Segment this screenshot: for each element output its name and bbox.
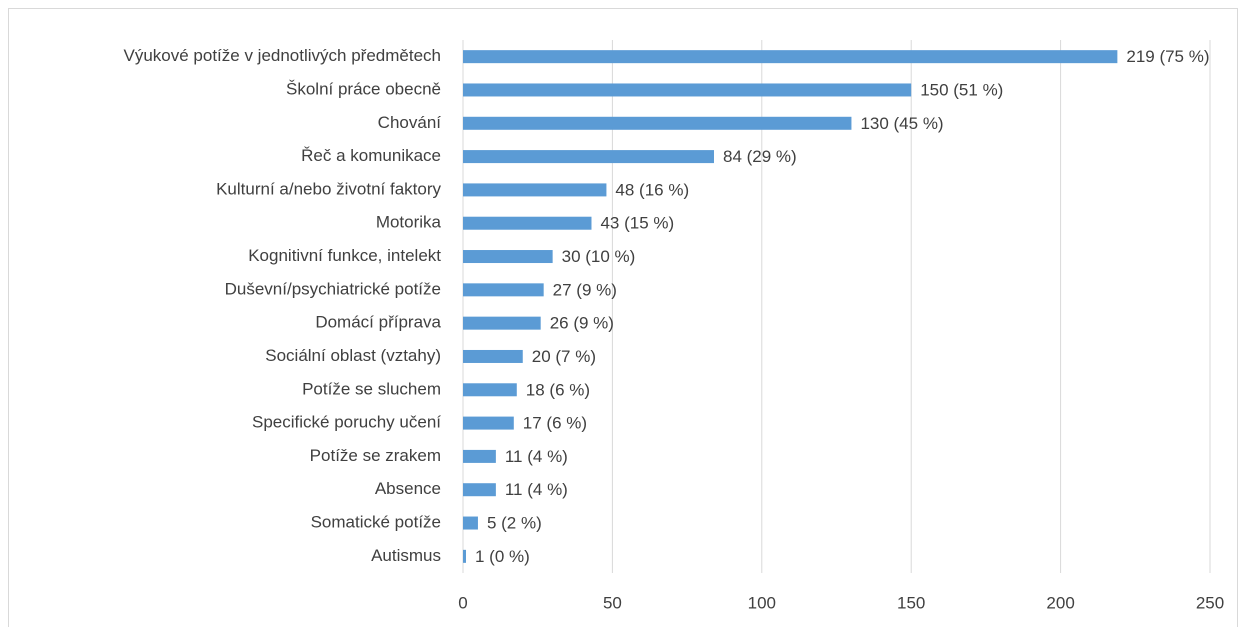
bar	[463, 183, 607, 197]
bar	[463, 416, 514, 430]
x-tick-label: 150	[897, 593, 925, 612]
category-label: Sociální oblast (vztahy)	[265, 346, 441, 365]
category-label: Somatické potíže	[311, 513, 441, 532]
value-label: 48 (16 %)	[615, 180, 689, 199]
bar	[463, 250, 553, 264]
value-label: 27 (9 %)	[553, 280, 617, 299]
bar	[463, 449, 496, 463]
category-label: Motorika	[376, 213, 442, 232]
chart-frame	[8, 8, 1238, 627]
category-label: Kulturní a/nebo životní faktory	[216, 179, 441, 198]
category-label: Duševní/psychiatrické potíže	[225, 279, 441, 298]
category-label: Autismus	[371, 546, 441, 565]
category-label: Řeč a komunikace	[301, 146, 441, 165]
x-tick-label: 250	[1196, 593, 1224, 612]
bar	[463, 383, 517, 397]
bar	[463, 349, 523, 363]
x-tick-label: 50	[603, 593, 622, 612]
bar	[463, 316, 541, 330]
value-label: 130 (45 %)	[860, 114, 943, 133]
value-label: 150 (51 %)	[920, 80, 1003, 99]
category-label: Kognitivní funkce, intelekt	[248, 246, 441, 265]
bar	[463, 516, 478, 530]
value-label: 26 (9 %)	[550, 314, 614, 333]
category-label: Absence	[375, 479, 441, 498]
value-label: 43 (15 %)	[600, 214, 674, 233]
value-label: 84 (29 %)	[723, 147, 797, 166]
category-label: Chování	[378, 113, 442, 132]
bar	[463, 483, 496, 497]
x-tick-label: 200	[1046, 593, 1074, 612]
x-tick-label: 100	[748, 593, 776, 612]
category-label: Školní práce obecně	[286, 79, 441, 98]
value-label: 11 (4 %)	[505, 447, 568, 466]
bar	[463, 216, 592, 230]
bar	[463, 283, 544, 297]
bar	[463, 116, 852, 130]
bar	[463, 83, 912, 97]
value-label: 219 (75 %)	[1126, 47, 1209, 66]
category-label: Domácí příprava	[315, 313, 441, 332]
value-label: 17 (6 %)	[523, 414, 587, 433]
value-label: 30 (10 %)	[562, 247, 636, 266]
category-label: Specifické poruchy učení	[252, 413, 441, 432]
value-label: 5 (2 %)	[487, 514, 542, 533]
bar	[463, 150, 714, 164]
x-tick-label: 0	[458, 593, 467, 612]
value-label: 20 (7 %)	[532, 347, 596, 366]
bar	[463, 549, 466, 563]
category-label: Výukové potíže v jednotlivých předmětech	[123, 46, 441, 65]
category-label: Potíže se zrakem	[310, 446, 441, 465]
value-label: 1 (0 %)	[475, 547, 530, 566]
category-label: Potíže se sluchem	[302, 379, 441, 398]
value-label: 11 (4 %)	[505, 480, 568, 499]
value-label: 18 (6 %)	[526, 380, 590, 399]
bar	[463, 50, 1118, 64]
